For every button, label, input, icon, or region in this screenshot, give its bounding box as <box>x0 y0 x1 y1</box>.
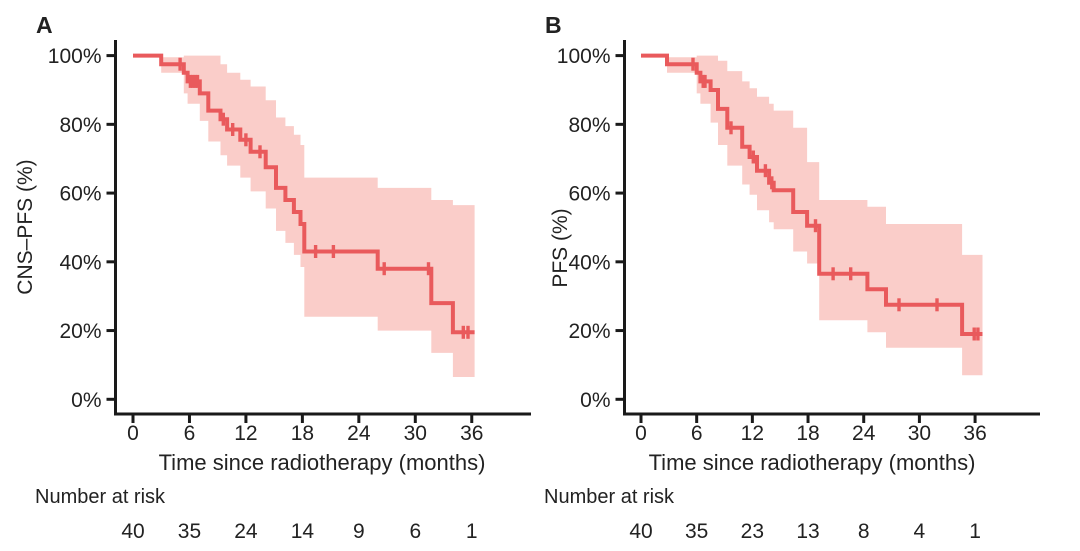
censor-tick <box>763 164 768 178</box>
censor-tick <box>831 267 835 281</box>
censor-tick <box>188 74 193 88</box>
risk-count: 13 <box>796 520 819 543</box>
panel-label-b: B <box>545 12 562 38</box>
censor-tick <box>244 133 248 147</box>
panel-label-a: A <box>36 12 53 38</box>
censor-tick <box>976 327 980 341</box>
risk-count: 35 <box>178 520 201 543</box>
risk-count: 24 <box>234 520 258 543</box>
x-tick-label: 0 <box>635 422 647 445</box>
x-tick-label: 36 <box>963 422 986 445</box>
censor-tick <box>897 298 901 312</box>
y-tick-label: 80% <box>59 114 101 137</box>
x-tick-label: 12 <box>234 422 257 445</box>
y-tick-label: 100% <box>48 45 102 68</box>
censor-tick <box>382 262 386 276</box>
y-tick-label: 40% <box>59 251 101 274</box>
censor-tick <box>466 325 470 339</box>
y-tick-label: 60% <box>568 183 610 206</box>
y-axis-title-cns-pfs: CNS–PFS (%) <box>14 159 37 295</box>
censor-tick <box>191 74 195 88</box>
censor-tick <box>231 123 235 136</box>
y-tick-label: 0% <box>580 389 610 412</box>
censor-tick <box>935 298 939 312</box>
censor-tick <box>701 74 705 88</box>
censor-tick <box>751 150 755 164</box>
censor-tick <box>813 219 818 233</box>
risk-count: 23 <box>741 520 764 543</box>
x-tick-label: 12 <box>741 422 764 445</box>
km-curve-B <box>641 53 983 336</box>
x-tick-label: 6 <box>691 422 703 445</box>
censor-tick <box>703 74 707 88</box>
risk-count: 14 <box>291 520 315 543</box>
y-tick-label: 20% <box>568 320 610 343</box>
censor-tick <box>178 57 182 71</box>
risk-count: 40 <box>629 520 652 543</box>
x-axis-title-b: Time since radiotherapy (months) <box>648 450 976 475</box>
risk-count: 4 <box>914 520 926 543</box>
x-tick-label: 6 <box>184 422 196 445</box>
x-tick-label: 24 <box>347 422 371 445</box>
number-at-risk-label-b: Number at risk <box>544 486 675 508</box>
y-tick-label: 0% <box>71 389 101 412</box>
x-tick-label: 24 <box>852 422 876 445</box>
censor-tick <box>770 176 774 190</box>
censor-tick <box>461 325 465 339</box>
number-at-risk-label-a: Number at risk <box>35 486 166 508</box>
risk-count: 1 <box>969 520 981 543</box>
x-tick-label: 30 <box>908 422 931 445</box>
risk-count: 8 <box>858 520 870 543</box>
y-axis-title-pfs: PFS (%) <box>549 208 572 288</box>
y-tick-label: 40% <box>568 251 610 274</box>
y-tick-label: 80% <box>568 114 610 137</box>
censor-tick <box>849 267 853 281</box>
censor-tick <box>195 74 200 88</box>
censor-tick <box>972 327 976 341</box>
risk-count: 1 <box>466 520 478 543</box>
y-tick-label: 100% <box>557 45 611 68</box>
x-tick-label: 36 <box>460 422 483 445</box>
censor-tick <box>258 145 262 159</box>
x-axis-title-a: Time since radiotherapy (months) <box>158 450 486 475</box>
risk-count: 6 <box>409 520 421 543</box>
censor-tick <box>729 121 733 135</box>
censor-tick <box>691 57 695 71</box>
x-tick-label: 18 <box>796 422 819 445</box>
risk-count: 40 <box>121 520 144 543</box>
ci-band-B <box>667 55 983 376</box>
risk-count: 35 <box>685 520 708 543</box>
y-tick-label: 20% <box>59 320 101 343</box>
censor-tick <box>313 245 318 258</box>
censor-tick <box>193 74 197 88</box>
x-tick-label: 0 <box>127 422 139 445</box>
x-tick-label: 18 <box>291 422 314 445</box>
censor-tick <box>221 112 225 126</box>
y-tick-label: 60% <box>59 183 101 206</box>
risk-count: 9 <box>353 520 365 543</box>
x-tick-label: 30 <box>404 422 427 445</box>
censor-tick <box>331 245 336 258</box>
censor-tick <box>426 262 431 276</box>
